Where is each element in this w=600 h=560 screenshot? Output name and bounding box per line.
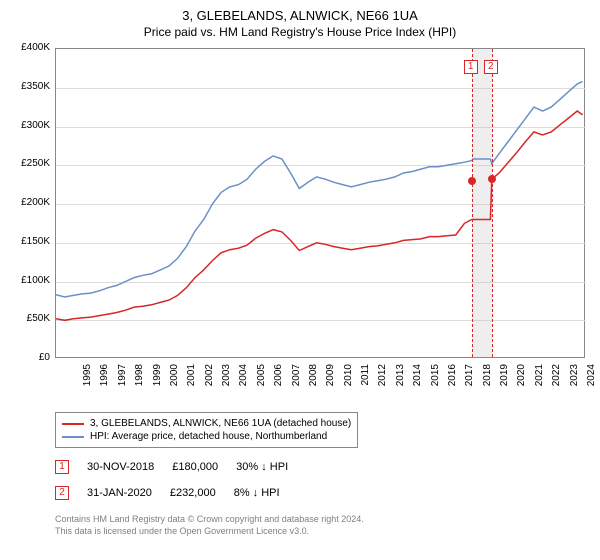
xtick-label: 1997 bbox=[117, 364, 128, 394]
xtick-label: 2017 bbox=[464, 364, 475, 394]
xtick-label: 2009 bbox=[325, 364, 336, 394]
xtick-label: 1995 bbox=[82, 364, 93, 394]
sale-marker-2: 2 bbox=[55, 486, 69, 500]
ytick-label: £250K bbox=[10, 158, 50, 169]
sale-marker-1: 1 bbox=[55, 460, 69, 474]
chart-title: 3, GLEBELANDS, ALNWICK, NE66 1UA bbox=[0, 0, 600, 23]
chart-plot-area bbox=[55, 48, 585, 358]
xtick-label: 2010 bbox=[343, 364, 354, 394]
sale-delta-2: 8% ↓ HPI bbox=[234, 487, 280, 499]
xtick-label: 2013 bbox=[395, 364, 406, 394]
sale-date-1: 30-NOV-2018 bbox=[87, 461, 154, 473]
xtick-label: 2011 bbox=[360, 364, 371, 394]
chart-lines bbox=[56, 49, 586, 359]
marker-label-2: 2 bbox=[484, 60, 498, 74]
xtick-label: 1999 bbox=[152, 364, 163, 394]
sale-delta-1: 30% ↓ HPI bbox=[236, 461, 288, 473]
xtick-label: 2002 bbox=[204, 364, 215, 394]
legend-row-property: 3, GLEBELANDS, ALNWICK, NE66 1UA (detach… bbox=[62, 417, 351, 430]
xtick-label: 2006 bbox=[273, 364, 284, 394]
chart-legend: 3, GLEBELANDS, ALNWICK, NE66 1UA (detach… bbox=[55, 412, 358, 448]
xtick-label: 2019 bbox=[499, 364, 510, 394]
xtick-label: 2005 bbox=[256, 364, 267, 394]
marker-label-1: 1 bbox=[464, 60, 478, 74]
xtick-label: 2012 bbox=[377, 364, 388, 394]
footer-line-2: This data is licensed under the Open Gov… bbox=[55, 526, 364, 538]
xtick-label: 2014 bbox=[412, 364, 423, 394]
sale-row-2: 2 31-JAN-2020 £232,000 8% ↓ HPI bbox=[55, 486, 280, 500]
xtick-label: 2000 bbox=[169, 364, 180, 394]
xtick-label: 2004 bbox=[238, 364, 249, 394]
xtick-label: 1996 bbox=[99, 364, 110, 394]
sale-date-2: 31-JAN-2020 bbox=[87, 487, 152, 499]
ytick-label: £350K bbox=[10, 81, 50, 92]
ytick-label: £100K bbox=[10, 275, 50, 286]
ytick-label: £300K bbox=[10, 120, 50, 131]
xtick-label: 2016 bbox=[447, 364, 458, 394]
marker-dot-2 bbox=[488, 175, 496, 183]
xtick-label: 2008 bbox=[308, 364, 319, 394]
marker-dot-1 bbox=[468, 177, 476, 185]
legend-label-hpi: HPI: Average price, detached house, Nort… bbox=[90, 431, 327, 442]
legend-label-property: 3, GLEBELANDS, ALNWICK, NE66 1UA (detach… bbox=[90, 418, 351, 429]
xtick-label: 2022 bbox=[551, 364, 562, 394]
series-hpi bbox=[56, 82, 583, 297]
xtick-label: 2001 bbox=[186, 364, 197, 394]
legend-swatch-hpi bbox=[62, 436, 84, 438]
ytick-label: £150K bbox=[10, 236, 50, 247]
sale-price-1: £180,000 bbox=[172, 461, 218, 473]
sale-row-1: 1 30-NOV-2018 £180,000 30% ↓ HPI bbox=[55, 460, 288, 474]
legend-swatch-property bbox=[62, 423, 84, 425]
xtick-label: 1998 bbox=[134, 364, 145, 394]
series-property bbox=[56, 111, 583, 320]
xtick-label: 2007 bbox=[291, 364, 302, 394]
xtick-label: 2021 bbox=[534, 364, 545, 394]
xtick-label: 2023 bbox=[569, 364, 580, 394]
xtick-label: 2003 bbox=[221, 364, 232, 394]
ytick-label: £50K bbox=[10, 313, 50, 324]
footer-line-1: Contains HM Land Registry data © Crown c… bbox=[55, 514, 364, 526]
sale-price-2: £232,000 bbox=[170, 487, 216, 499]
marker-vline-1 bbox=[472, 49, 473, 357]
xtick-label: 2024 bbox=[586, 364, 597, 394]
footer-attribution: Contains HM Land Registry data © Crown c… bbox=[55, 514, 364, 537]
ytick-label: £200K bbox=[10, 197, 50, 208]
xtick-label: 2015 bbox=[430, 364, 441, 394]
ytick-label: £0 bbox=[10, 352, 50, 363]
legend-row-hpi: HPI: Average price, detached house, Nort… bbox=[62, 430, 351, 443]
xtick-label: 2018 bbox=[482, 364, 493, 394]
xtick-label: 2020 bbox=[516, 364, 527, 394]
ytick-label: £400K bbox=[10, 42, 50, 53]
chart-subtitle: Price paid vs. HM Land Registry's House … bbox=[0, 23, 600, 39]
marker-vline-2 bbox=[492, 49, 493, 357]
